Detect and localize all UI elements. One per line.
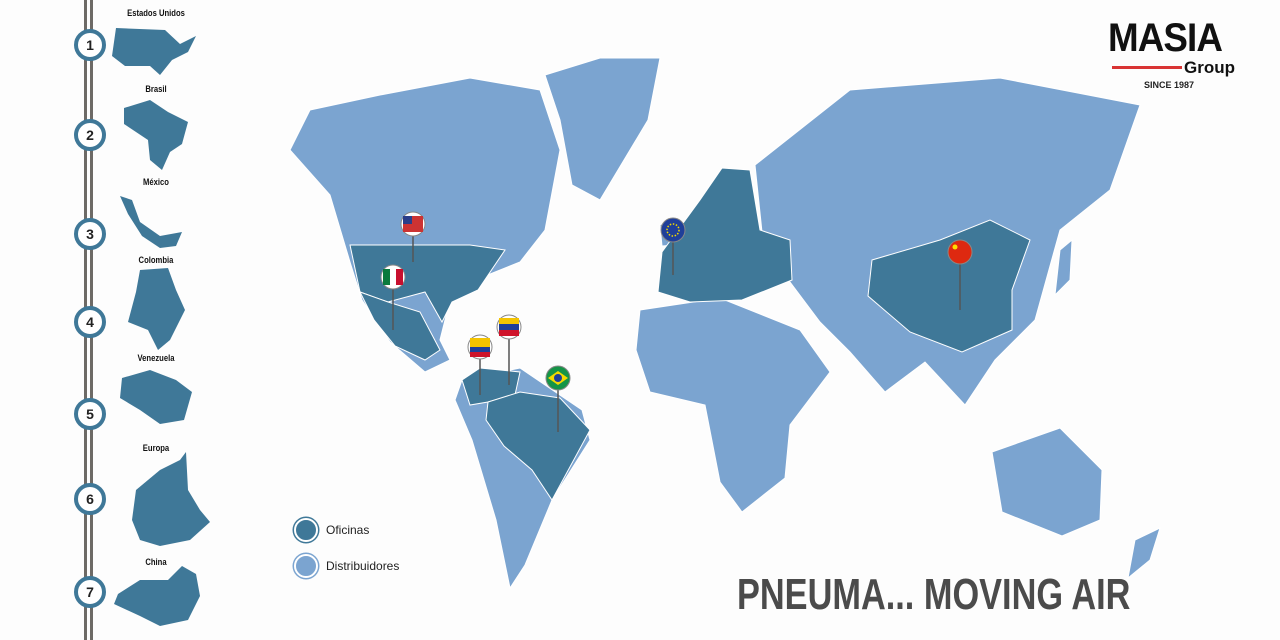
new-zealand	[1127, 527, 1161, 580]
colombia-flag	[470, 338, 490, 347]
mini-venezuela	[120, 370, 192, 424]
step-number: 3	[86, 226, 94, 242]
legend-distributors-label: Distribuidores	[326, 559, 400, 573]
step-2: 2	[74, 119, 106, 151]
eu-flag	[660, 217, 686, 243]
china-flag	[947, 239, 973, 265]
mexico-flag	[383, 269, 390, 285]
logo-name: MASIA	[1108, 16, 1223, 60]
legend-offices: Oficinas	[294, 518, 369, 542]
masia-logo: MASIA Group SINCE 1987	[1108, 18, 1248, 98]
step-number: 5	[86, 406, 94, 422]
label-china: China	[145, 557, 167, 567]
mini-mexico	[120, 196, 182, 248]
step-3: 3	[74, 218, 106, 250]
step-number: 4	[86, 314, 94, 330]
label-mexico: México	[143, 177, 169, 187]
mini-usa	[112, 28, 196, 75]
pin-colombia[interactable]	[467, 334, 493, 395]
legend-offices-label: Oficinas	[326, 523, 370, 537]
pin-europe[interactable]	[660, 217, 686, 275]
step-1: 1	[74, 29, 106, 61]
label-europe: Europa	[142, 443, 170, 453]
step-7: 7	[74, 576, 106, 608]
china-region	[867, 219, 1031, 353]
slogan: PNEUMA... MOVING AIR	[737, 570, 1131, 619]
office-swatch-icon	[294, 518, 318, 542]
step-4: 4	[74, 306, 106, 338]
logo-since: SINCE 1987	[1144, 80, 1195, 90]
label-colombia: Colombia	[138, 255, 174, 265]
distributor-swatch-icon	[294, 554, 318, 578]
greenland	[544, 57, 661, 201]
pin-brazil[interactable]	[545, 365, 571, 432]
europe-region	[657, 167, 793, 303]
venezuela-flag	[499, 318, 519, 324]
mini-colombia	[128, 268, 185, 350]
step-6: 6	[74, 483, 106, 515]
logo-red-bar	[1112, 66, 1182, 69]
pin-mexico[interactable]	[380, 264, 406, 330]
japan	[1054, 238, 1073, 297]
brazil-region	[485, 391, 591, 501]
pin-venezuela[interactable]	[496, 314, 522, 385]
step-number: 6	[86, 491, 94, 507]
pin-china[interactable]	[947, 239, 973, 310]
africa	[635, 297, 831, 513]
mini-europe	[132, 452, 210, 546]
label-usa: Estados Unidos	[127, 8, 185, 18]
australia	[991, 427, 1103, 537]
step-number: 1	[86, 37, 94, 53]
pin-usa[interactable]	[400, 211, 426, 262]
step-number: 7	[86, 584, 94, 600]
mini-china	[114, 566, 200, 626]
legend-distributors: Distribuidores	[294, 554, 399, 578]
label-brazil: Brasil	[145, 84, 167, 94]
label-venezuela: Venezuela	[137, 353, 175, 363]
step-5: 5	[74, 398, 106, 430]
logo-group: Group	[1184, 58, 1235, 77]
step-number: 2	[86, 127, 94, 143]
mini-brazil	[124, 100, 188, 170]
